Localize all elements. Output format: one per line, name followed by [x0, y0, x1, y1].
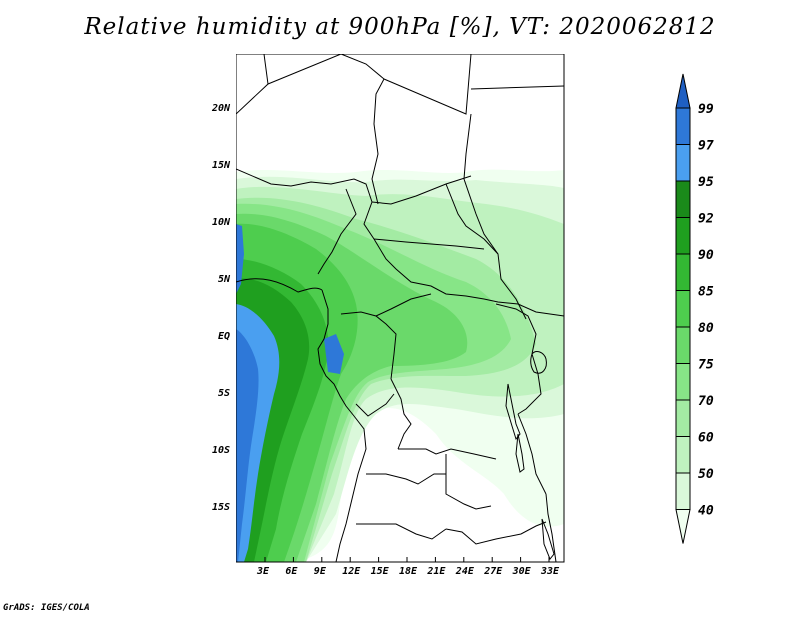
lon-tick-label: 15E — [370, 566, 389, 577]
colorbar-label: 60 — [698, 431, 714, 446]
lat-tick-label: 10N — [211, 217, 230, 228]
lat-tick-label: 5S — [217, 388, 230, 399]
longitude-ticks — [264, 557, 550, 562]
colorbar-box — [675, 399, 691, 437]
lon-tick-label: 9E — [313, 566, 326, 577]
colorbar-box — [675, 290, 691, 328]
colorbar-top-arrow — [675, 73, 691, 109]
colorbar-label: 99 — [698, 102, 714, 117]
lat-tick-label: 15S — [211, 502, 230, 513]
lon-tick-label: 30E — [512, 566, 531, 577]
colorbar-box — [675, 363, 691, 401]
colorbar-label: 85 — [698, 285, 714, 300]
lat-tick-label: 15N — [211, 160, 230, 171]
colorbar-label: 75 — [698, 358, 714, 373]
lat-tick-label: 20N — [211, 103, 230, 114]
colorbar-bottom-arrow — [675, 509, 691, 544]
map-frame — [236, 54, 565, 563]
lon-tick-label: 21E — [427, 566, 446, 577]
lon-tick-label: 24E — [455, 566, 474, 577]
colorbar-box — [675, 326, 691, 364]
lon-tick-label: 27E — [484, 566, 503, 577]
colorbar-box — [675, 107, 691, 145]
colorbar-label: 50 — [698, 467, 714, 482]
colorbar-label: 95 — [698, 175, 714, 190]
lon-tick-label: 3E — [257, 566, 270, 577]
colorbar-box — [675, 180, 691, 218]
colorbar-label: 80 — [698, 321, 714, 336]
country-borders — [236, 54, 565, 563]
colorbar-label: 90 — [698, 248, 714, 263]
colorbar-box — [675, 144, 691, 182]
lakes — [505, 351, 555, 560]
colorbar-label: 92 — [698, 212, 714, 227]
colorbar-box — [675, 436, 691, 474]
colorbar-label: 70 — [698, 394, 714, 409]
colorbar-box — [675, 217, 691, 255]
colorbar-label: 97 — [698, 139, 714, 154]
lon-tick-label: 33E — [541, 566, 560, 577]
lon-tick-label: 6E — [285, 566, 298, 577]
lon-tick-label: 18E — [399, 566, 418, 577]
lat-tick-label: 5N — [217, 274, 230, 285]
lon-tick-label: 12E — [342, 566, 361, 577]
humidity-map — [236, 54, 565, 563]
colorbar-box — [675, 253, 691, 291]
lat-tick-label: EQ — [217, 331, 230, 342]
colorbar: 99 97 95 92 90 85 80 75 70 60 50 40 — [675, 73, 714, 544]
colorbar-label: 40 — [698, 504, 714, 519]
colorbar-box — [675, 472, 691, 510]
lat-tick-label: 10S — [211, 445, 230, 456]
grads-credit: GrADS: IGES/COLA — [3, 603, 90, 613]
map-title: Relative humidity at 900hPa [%], VT: 202… — [84, 14, 716, 40]
